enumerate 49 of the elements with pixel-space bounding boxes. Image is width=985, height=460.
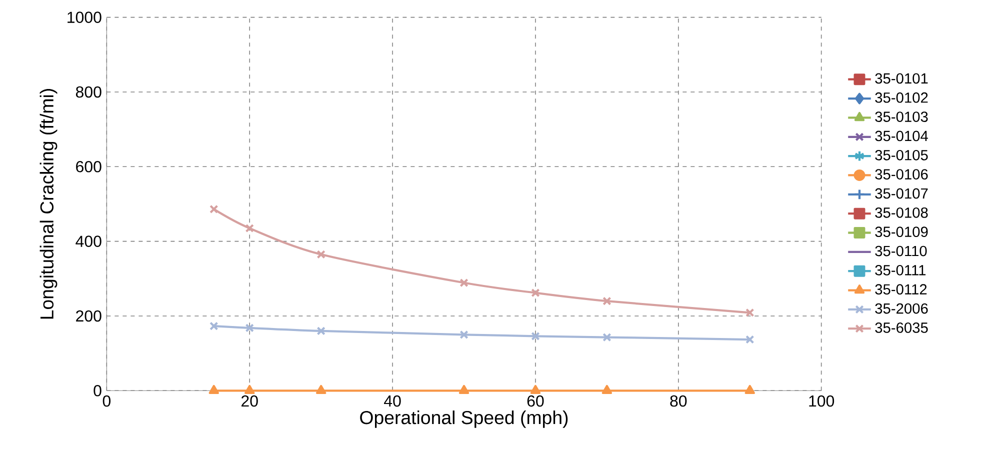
point: [245, 324, 254, 332]
legend-label: 35-6035: [875, 322, 928, 333]
x-tick-label: 60: [527, 395, 544, 407]
y-tick-label: 400: [76, 236, 102, 247]
point: [316, 326, 326, 336]
x-tick-label: 20: [242, 395, 258, 407]
point: [316, 384, 326, 394]
x-tick-label: 80: [670, 395, 687, 407]
legend-label: 35-0101: [875, 73, 928, 84]
y-axis-title: Longitudinal Cracking (ft/mi): [40, 89, 58, 319]
point: [602, 296, 612, 306]
point: [460, 330, 468, 340]
point: [208, 384, 219, 394]
point: [531, 332, 540, 341]
legend-label: 35-0105: [875, 150, 928, 160]
y-tick-label: 0: [94, 384, 102, 396]
point: [245, 224, 254, 233]
x-tick-label: 0: [102, 395, 111, 407]
legend-label: 35-0107: [875, 188, 928, 199]
legend-label: 35-0108: [875, 207, 928, 218]
point: [531, 288, 540, 298]
point: [530, 384, 541, 394]
point: [458, 384, 470, 394]
legend-label: 35-2006: [875, 303, 928, 314]
y-tick-label: 1000: [68, 12, 102, 23]
point: [602, 384, 612, 394]
y-tick-label: 200: [76, 310, 102, 322]
point: [746, 308, 754, 317]
point: [602, 332, 612, 342]
point: [244, 384, 255, 394]
x-axis-title: Operational Speed (mph): [360, 410, 568, 428]
legend-label: 35-0112: [875, 284, 927, 295]
legend-label: 35-0103: [875, 112, 928, 122]
legend-label: 35-0109: [875, 226, 928, 238]
point: [210, 322, 218, 330]
y-tick-label: 800: [76, 86, 102, 98]
legend-label: 35-0110: [875, 246, 927, 256]
y-tick-label: 600: [76, 161, 102, 172]
legend-label: 35-0106: [875, 169, 928, 180]
legend-label: 35-0102: [875, 92, 928, 103]
point: [316, 250, 326, 259]
point: [460, 278, 468, 288]
point: [746, 335, 754, 344]
legend-label: 35-0104: [875, 130, 928, 142]
point: [210, 204, 218, 214]
x-tick-label: 40: [384, 395, 401, 407]
legend-label: 35-0111: [875, 264, 926, 276]
point: [744, 384, 755, 394]
x-tick-label: 100: [809, 395, 834, 407]
